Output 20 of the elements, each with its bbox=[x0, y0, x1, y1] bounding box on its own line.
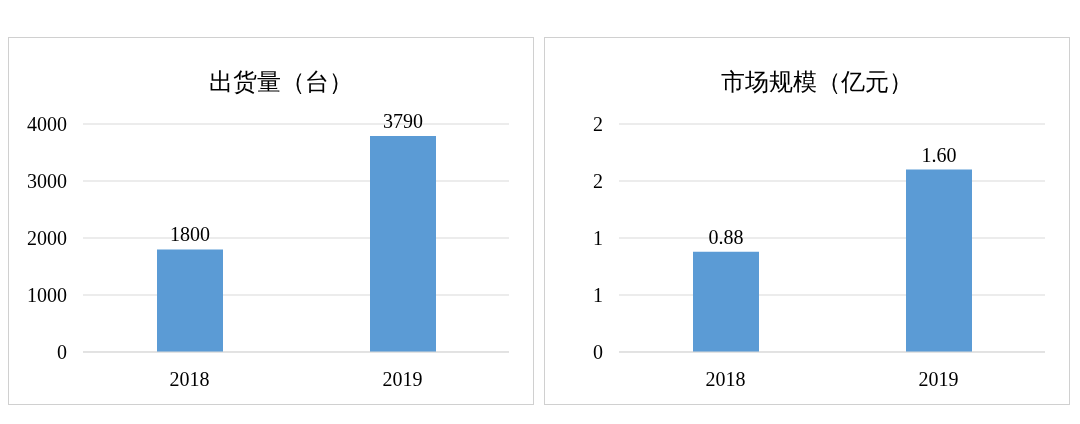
x-tick-label: 2018 bbox=[169, 368, 210, 391]
y-tick-label: 2 bbox=[593, 170, 603, 193]
x-tick-label: 2019 bbox=[918, 368, 959, 391]
data-label: 1800 bbox=[170, 223, 210, 246]
y-tick-label: 4000 bbox=[27, 113, 67, 136]
y-tick-label: 1 bbox=[593, 227, 603, 250]
y-tick-label: 2000 bbox=[27, 227, 67, 250]
y-tick-label: 3000 bbox=[27, 170, 67, 193]
chart-title: 出货量（台） bbox=[208, 68, 354, 97]
data-label: 3790 bbox=[383, 109, 423, 132]
chart-title: 市场规模（亿元） bbox=[720, 68, 914, 97]
x-tick-label: 2018 bbox=[705, 368, 746, 391]
data-label: 0.88 bbox=[708, 225, 744, 248]
y-tick-label: 0 bbox=[593, 341, 603, 364]
x-tick-label: 2019 bbox=[382, 368, 423, 391]
data-label: 1.60 bbox=[921, 143, 957, 166]
y-tick-label: 0 bbox=[57, 341, 67, 364]
y-tick-label: 1 bbox=[593, 284, 603, 307]
y-tick-label: 1000 bbox=[27, 284, 67, 307]
y-tick-label: 2 bbox=[593, 113, 603, 136]
